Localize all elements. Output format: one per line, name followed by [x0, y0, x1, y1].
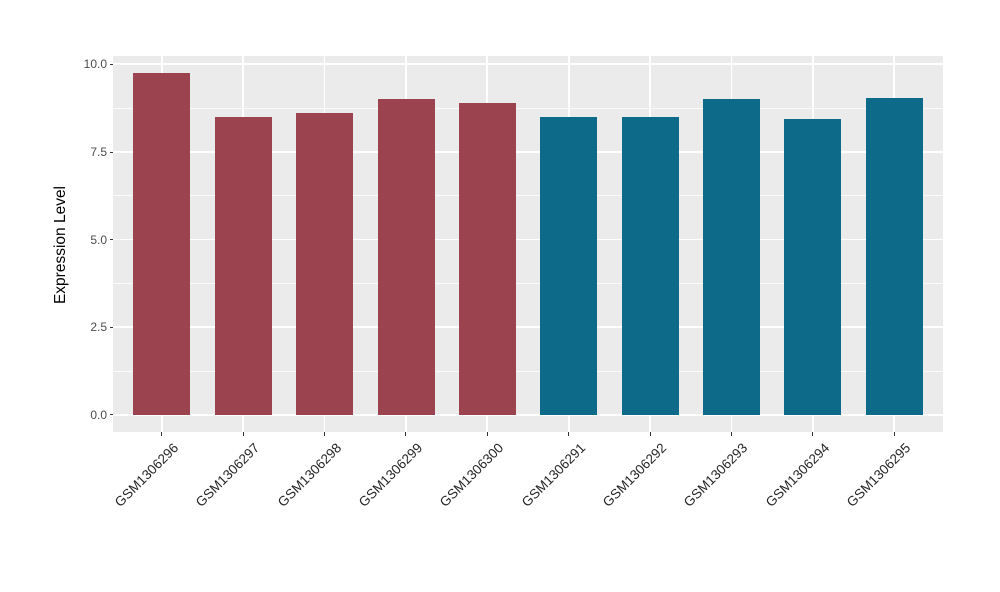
x-tick-label: GSM1306297 [192, 440, 263, 510]
bar-GSM1306300 [458, 102, 516, 415]
x-tick-mark [568, 432, 570, 436]
major-gridline-horizontal [113, 326, 943, 329]
x-tick-mark [405, 432, 407, 436]
bar-GSM1306297 [214, 116, 272, 415]
x-tick-label: GSM1306296 [111, 440, 182, 510]
y-tick-mark [110, 414, 113, 416]
y-tick-mark [110, 239, 113, 241]
bar-GSM1306291 [540, 116, 598, 415]
bar-GSM1306294 [784, 118, 842, 415]
y-tick-label: 10.0 [83, 57, 107, 72]
x-tick-label: GSM1306298 [274, 440, 344, 510]
x-tick-label: GSM1306299 [355, 440, 426, 510]
major-gridline-horizontal [113, 238, 943, 241]
x-tick-mark [730, 432, 732, 436]
x-tick-mark [242, 432, 244, 436]
x-tick-mark [324, 432, 326, 436]
minor-gridline-horizontal [113, 195, 943, 197]
bar-GSM1306292 [621, 116, 679, 415]
minor-gridline-horizontal [113, 282, 943, 284]
x-tick-label: GSM1306295 [843, 440, 914, 510]
x-tick-mark [649, 432, 651, 436]
x-tick-label: GSM1306300 [437, 440, 507, 510]
y-tick-mark [110, 326, 113, 328]
x-tick-mark [893, 432, 895, 436]
bar-GSM1306298 [296, 113, 354, 415]
bar-GSM1306296 [133, 73, 191, 415]
y-tick-label: 5.0 [90, 232, 107, 247]
major-gridline-horizontal [113, 151, 943, 153]
y-tick-mark [110, 151, 113, 153]
x-tick-label: GSM1306294 [762, 440, 833, 510]
x-tick-mark [486, 432, 488, 436]
y-tick-label: 0.0 [90, 407, 107, 422]
y-tick-label: 7.5 [90, 145, 107, 159]
x-tick-mark [812, 432, 814, 436]
bar-GSM1306299 [377, 99, 435, 415]
x-tick-label: GSM1306291 [518, 440, 588, 510]
page: { "chart_data": { "type": "bar", "title"… [52, 56, 943, 510]
y-tick-label: 2.5 [90, 320, 107, 335]
x-tick-label: GSM1306293 [681, 440, 751, 510]
major-gridline-horizontal [113, 413, 943, 416]
x-tick-label: GSM1306292 [599, 440, 670, 510]
y-tick-mark [110, 63, 113, 65]
bar-GSM1306295 [865, 97, 923, 415]
bar-GSM1306293 [703, 99, 760, 415]
x-tick-mark [161, 432, 163, 436]
minor-gridline-horizontal [113, 370, 943, 372]
major-gridline-horizontal [113, 63, 943, 66]
bar-chart-figure: Expression Level 0.0 2.5 5.0 7.5 10.0 GSM1306… [52, 56, 943, 510]
minor-gridline-horizontal [113, 107, 943, 109]
